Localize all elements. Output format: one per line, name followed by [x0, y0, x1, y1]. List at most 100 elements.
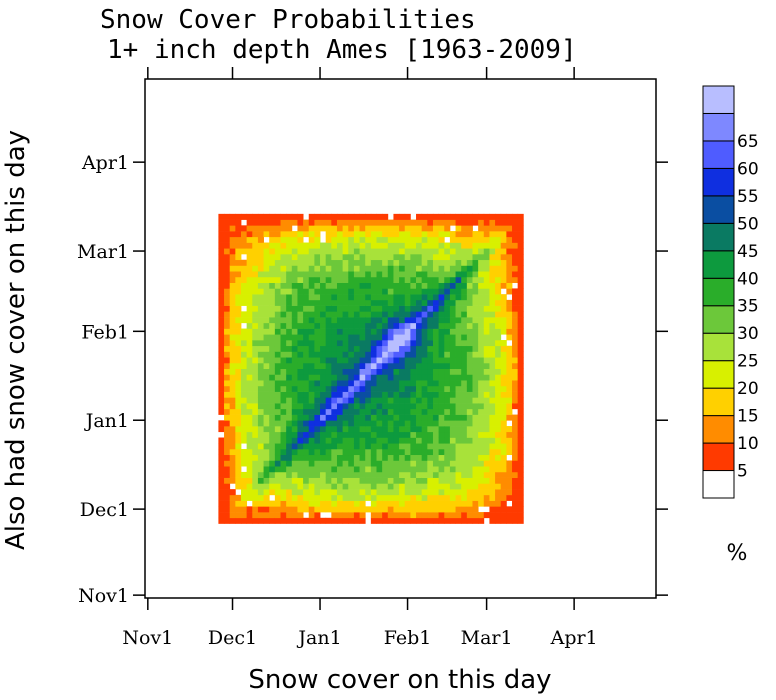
heatmap-cell	[506, 242, 513, 249]
heatmap-cell	[359, 471, 366, 478]
heatmap-cell	[269, 483, 276, 490]
heatmap-cell	[472, 471, 479, 478]
heatmap-cell	[438, 231, 445, 238]
heatmap-cell	[512, 254, 519, 261]
heatmap-cell	[495, 248, 502, 255]
heatmap-cell	[280, 483, 287, 490]
heatmap-cell	[365, 294, 372, 301]
heatmap-cell	[240, 397, 248, 404]
heatmap-cell	[359, 317, 366, 324]
heatmap-cell	[444, 420, 451, 427]
heatmap-cell	[444, 322, 451, 329]
heatmap-cell	[506, 225, 513, 232]
heatmap-cell	[404, 254, 411, 261]
heatmap-cell	[382, 294, 389, 301]
heatmap-cell	[274, 420, 281, 427]
heatmap-cell	[224, 494, 231, 501]
heatmap-cell	[495, 385, 502, 392]
heatmap-cell	[235, 322, 242, 329]
heatmap-cell	[263, 334, 270, 341]
heatmap-cell	[229, 351, 236, 358]
heatmap-cell	[240, 408, 248, 415]
heatmap-cell	[432, 265, 440, 272]
heatmap-cell	[421, 489, 428, 496]
heatmap-cell	[382, 408, 389, 415]
heatmap-cell	[353, 340, 360, 347]
heatmap-cell	[376, 340, 383, 347]
heatmap-cell	[224, 489, 231, 496]
heatmap-cell	[432, 236, 440, 243]
heatmap-cell	[432, 477, 440, 484]
heatmap-cell	[280, 385, 287, 392]
heatmap-cell	[517, 265, 524, 272]
heatmap-cell	[320, 414, 327, 421]
heatmap-cell	[353, 448, 360, 456]
heatmap-cell	[416, 254, 423, 261]
heatmap-cell	[416, 340, 423, 347]
heatmap-cell	[517, 311, 524, 318]
heatmap-cell	[269, 288, 276, 295]
heatmap-cell	[342, 357, 349, 364]
heatmap-cell	[478, 254, 485, 261]
heatmap-cell	[348, 374, 355, 381]
heatmap-cell	[314, 477, 321, 484]
heatmap-cell	[320, 397, 327, 404]
heatmap-cell	[257, 420, 264, 427]
heatmap-cell	[229, 466, 236, 473]
heatmap-cell	[308, 351, 315, 358]
heatmap-cell	[387, 334, 394, 341]
heatmap-cell	[495, 368, 502, 375]
heatmap-cell	[235, 345, 242, 352]
heatmap-cell	[320, 288, 327, 295]
heatmap-cell	[274, 219, 281, 226]
heatmap-cell	[308, 328, 315, 335]
heatmap-cell	[438, 362, 445, 370]
heatmap-cell	[421, 276, 428, 283]
heatmap-cell	[314, 265, 321, 272]
heatmap-cell	[274, 265, 281, 272]
heatmap-cell	[263, 299, 270, 306]
heatmap-cell	[331, 437, 338, 444]
heatmap-cell	[455, 380, 462, 387]
heatmap-cell	[365, 460, 372, 467]
heatmap-cell	[252, 340, 259, 347]
heatmap-cell	[280, 403, 287, 410]
heatmap-cell	[495, 460, 502, 467]
heatmap-cell	[297, 374, 304, 381]
heatmap-cell	[331, 477, 338, 484]
heatmap-cell	[257, 334, 264, 341]
heatmap-cell	[269, 517, 276, 524]
heatmap-cell	[449, 248, 456, 255]
heatmap-cell	[342, 494, 349, 501]
heatmap-cell	[320, 506, 327, 513]
heatmap-cell	[478, 420, 485, 427]
heatmap-cell	[235, 460, 242, 467]
heatmap-cell	[359, 385, 366, 392]
heatmap-cell	[466, 340, 473, 347]
heatmap-cell	[512, 460, 519, 467]
heatmap-cell	[286, 276, 293, 283]
heatmap-cell	[348, 512, 355, 519]
heatmap-cell	[489, 437, 496, 444]
heatmap-cell	[495, 466, 502, 473]
heatmap-cell	[466, 483, 473, 490]
heatmap-cell	[314, 340, 321, 347]
heatmap-cell	[235, 494, 242, 501]
heatmap-cell	[506, 414, 513, 421]
heatmap-cell	[291, 500, 298, 507]
heatmap-cell	[370, 305, 377, 312]
heatmap-cell	[297, 242, 304, 249]
heatmap-cell	[427, 259, 434, 266]
heatmap-cell	[280, 431, 287, 438]
heatmap-cell	[246, 282, 253, 289]
heatmap-cell	[444, 357, 451, 364]
heatmap-cell	[252, 391, 259, 398]
heatmap-cell	[370, 517, 377, 524]
heatmap-cell	[320, 403, 327, 410]
heatmap-cell	[427, 500, 434, 507]
heatmap-cell	[218, 254, 225, 261]
heatmap-cell	[444, 271, 451, 278]
heatmap-cell	[252, 500, 259, 507]
heatmap-cell	[314, 471, 321, 478]
heatmap-cell	[444, 448, 451, 456]
